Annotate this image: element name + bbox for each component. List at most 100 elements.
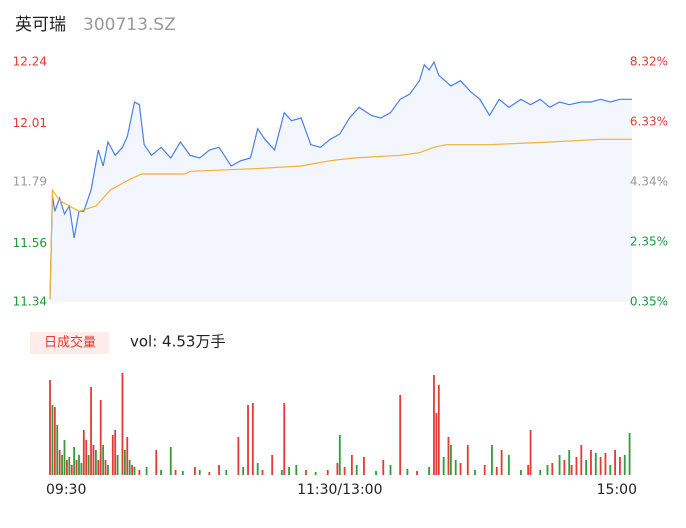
volume-bar	[53, 407, 56, 475]
volume-bar	[551, 463, 554, 475]
volume-bar	[428, 467, 431, 475]
volume-bar	[242, 467, 245, 475]
volume-bar	[447, 437, 450, 475]
stock-name: 英可瑞	[15, 15, 66, 35]
volume-bar	[500, 450, 503, 475]
volume-bar	[174, 470, 177, 475]
volume-bar	[49, 380, 51, 475]
volume-bar	[51, 405, 54, 475]
volume-bar	[225, 470, 228, 475]
volume-bar	[507, 455, 510, 475]
volume-bar	[599, 457, 602, 475]
volume-bar	[623, 455, 626, 475]
volume-bar	[94, 450, 97, 475]
volume-bar	[343, 467, 346, 475]
volume-bar	[442, 457, 445, 475]
volume-bar	[181, 471, 184, 475]
volume-bar	[375, 471, 377, 475]
volume-bar	[123, 450, 126, 475]
y-tick-label: 11.56	[13, 236, 47, 250]
volume-bar	[459, 463, 462, 475]
volume-bar	[116, 455, 119, 475]
volume-bar	[399, 395, 402, 475]
volume-bar	[483, 465, 486, 475]
volume-bar	[454, 460, 457, 475]
volume-bar	[193, 467, 196, 475]
volume-bar	[271, 455, 274, 475]
volume-bar	[247, 405, 249, 475]
volume-bar	[604, 453, 607, 475]
volume-bar	[107, 465, 109, 475]
volume-bar	[61, 455, 63, 475]
volume-bar	[92, 445, 95, 475]
volume-bar	[208, 472, 211, 475]
volume-bar	[73, 447, 76, 475]
volume-bar	[529, 430, 532, 475]
volume-bar	[474, 470, 476, 475]
volume-bar	[326, 470, 329, 475]
volume-bar	[585, 460, 588, 475]
volume-bar	[70, 465, 73, 475]
volume-bar	[594, 453, 597, 475]
volume-bar	[580, 445, 583, 475]
volume-bar	[406, 469, 409, 475]
volume-bar	[416, 471, 418, 475]
volume-bar	[261, 470, 264, 475]
stock-code: 300713.SZ	[83, 15, 176, 35]
volume-bar	[133, 467, 136, 475]
volume-bar	[169, 447, 172, 475]
volume-bar	[295, 465, 298, 475]
volume-bar	[56, 425, 59, 475]
volume-bar	[563, 460, 566, 475]
volume-bar	[338, 435, 341, 475]
volume-bar	[111, 435, 114, 475]
volume-bar	[590, 450, 592, 475]
volume-bar	[121, 373, 124, 475]
x-tick-label: 09:30	[46, 482, 86, 498]
volume-bar	[80, 463, 83, 475]
y-tick-label: 11.34	[13, 295, 47, 309]
volume-bar	[628, 433, 631, 475]
volume-bar	[570, 465, 573, 475]
volume-bar	[160, 470, 162, 475]
volume-bar	[218, 465, 220, 475]
volume-bar	[609, 465, 612, 475]
volume-bar	[288, 467, 290, 475]
volume-bar	[466, 445, 469, 475]
volume-bar	[114, 430, 117, 475]
volume-bar	[82, 430, 85, 475]
y2-tick-label: 4.34%	[630, 174, 668, 188]
volume-bar	[520, 470, 522, 475]
volume-bar	[126, 437, 129, 475]
price-line	[49, 60, 632, 300]
volume-bar	[314, 472, 317, 475]
volume-bar	[104, 460, 107, 475]
volume-bar	[66, 460, 68, 475]
y2-tick-label: 2.35%	[630, 234, 668, 248]
x-tick-label: 11:30/13:00	[297, 482, 382, 498]
volume-bar	[558, 455, 561, 475]
y-tick-label: 12.24	[13, 55, 47, 69]
volume-bar	[128, 460, 131, 475]
volume-label-box	[30, 332, 109, 354]
volume-bar	[336, 463, 339, 475]
x-tick-label: 15:00	[597, 482, 637, 498]
y2-tick-label: 8.32%	[630, 55, 668, 69]
volume-bar	[283, 403, 286, 475]
volume-bar	[251, 403, 254, 475]
volume-bar	[389, 465, 392, 475]
volume-bar	[619, 457, 621, 475]
volume-bar	[568, 450, 571, 475]
y-tick-label: 12.01	[13, 116, 47, 130]
volume-bar	[575, 457, 578, 475]
volume-bar	[495, 467, 498, 475]
volume-bar	[97, 460, 100, 475]
volume-bar	[87, 455, 90, 475]
volume-bar	[433, 375, 435, 475]
volume-bar	[382, 460, 385, 475]
volume-bar	[58, 450, 61, 475]
volume-bar	[85, 440, 88, 475]
y-tick-label: 11.79	[13, 175, 47, 189]
